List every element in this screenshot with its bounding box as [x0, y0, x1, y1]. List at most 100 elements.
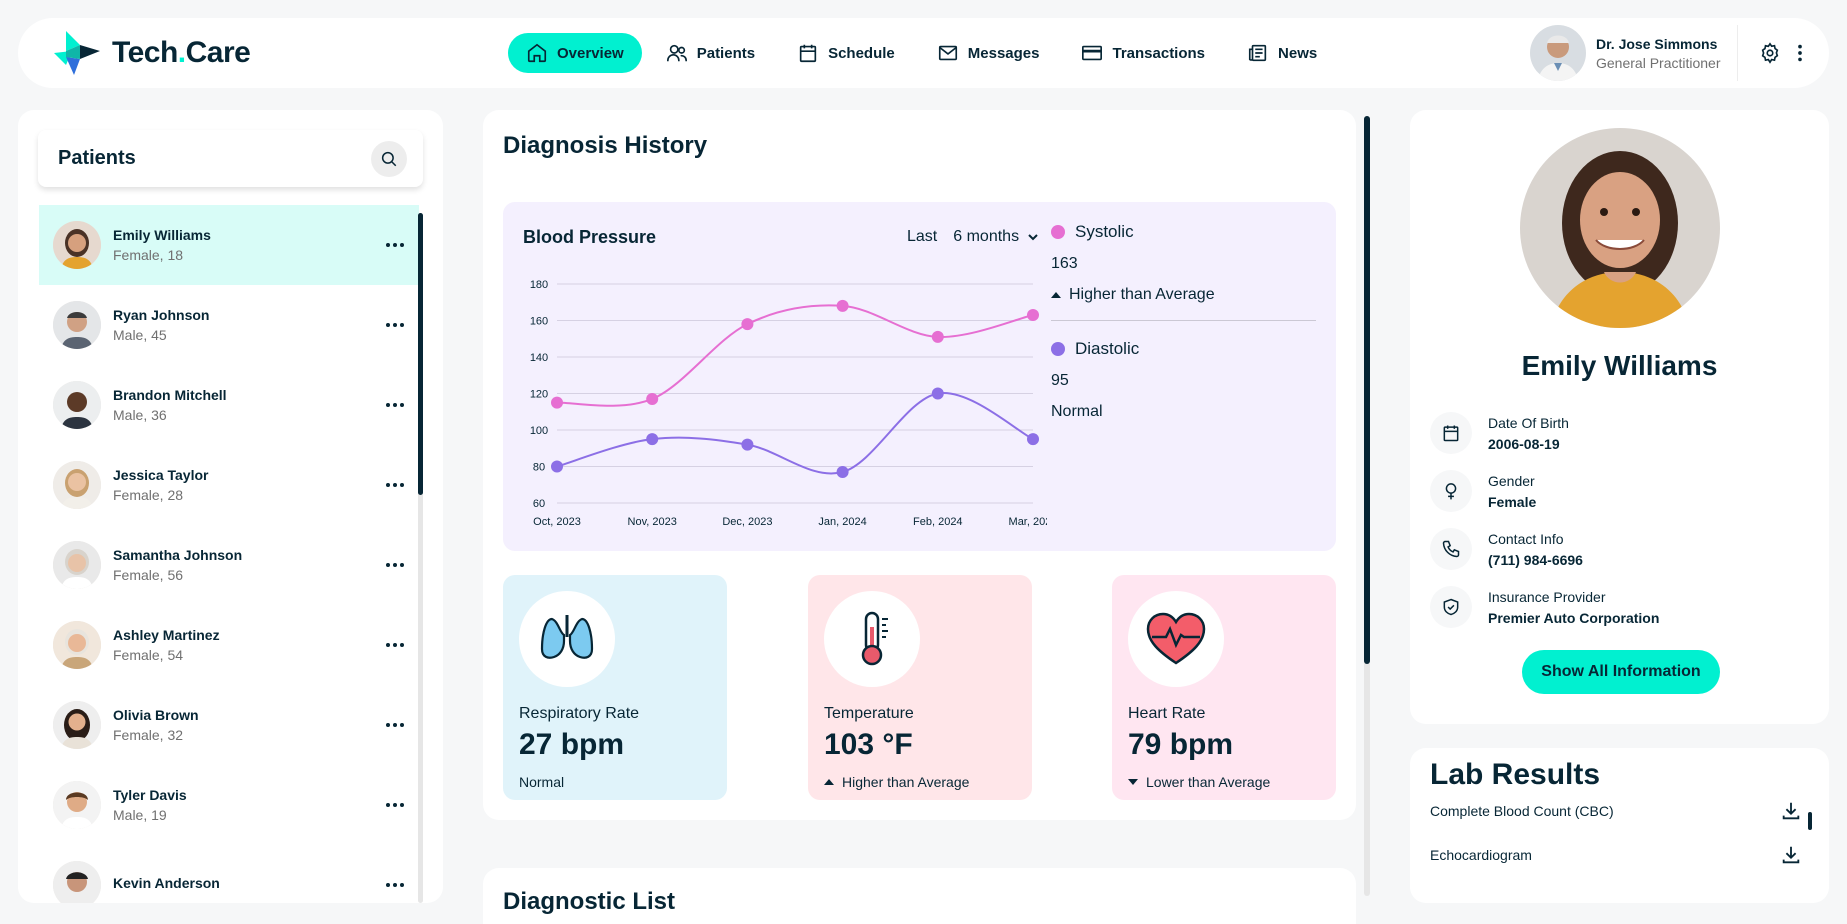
download-icon[interactable] — [1780, 844, 1802, 866]
nav-overview[interactable]: Overview — [508, 33, 642, 73]
systolic-value: 163 — [1051, 255, 1078, 272]
heart-rate-card: Heart Rate 79 bpm Lower than Average — [1112, 575, 1336, 800]
lungs-icon — [540, 615, 594, 659]
gender-row: Gender Female — [1430, 470, 1536, 512]
user-name: Dr. Jose Simmons — [1596, 35, 1718, 52]
doctor-avatar — [1530, 25, 1586, 81]
patient-name: Emily Williams — [1521, 350, 1718, 381]
search-button[interactable] — [371, 141, 407, 177]
x-tick-label: Nov, 2023 — [628, 516, 677, 528]
arrow-up-icon — [824, 779, 834, 785]
legend-divider — [1051, 320, 1316, 321]
more-horizontal-icon[interactable] — [385, 476, 405, 494]
nav-patients[interactable]: Patients — [648, 33, 773, 73]
blood-pressure-card: Blood Pressure Last 6 months 60 80 100 120 1… — [503, 202, 1336, 551]
systolic-note: Higher than Average — [1069, 286, 1215, 303]
lab-scrollbar[interactable] — [1808, 812, 1812, 830]
avatar — [53, 461, 101, 509]
list-item[interactable]: Ashley Martinez Female, 54 — [39, 605, 419, 685]
arrow-up-icon — [1051, 292, 1061, 298]
data-point-diastolic — [646, 433, 659, 446]
avatar — [53, 621, 101, 669]
section-title: Diagnostic List — [503, 888, 676, 915]
time-filter-dropdown[interactable]: Last 6 months — [907, 228, 1039, 246]
nav-messages[interactable]: Messages — [919, 33, 1058, 73]
patient-list-scrollbar[interactable] — [418, 213, 423, 903]
diastolic-label: Diastolic — [1075, 339, 1140, 358]
list-item[interactable]: Ryan Johnson Male, 45 — [39, 285, 419, 365]
calendar-icon — [1443, 425, 1459, 442]
y-tick-label: 140 — [530, 352, 548, 364]
more-horizontal-icon[interactable] — [385, 716, 405, 734]
more-horizontal-icon[interactable] — [385, 636, 405, 654]
section-title: Diagnosis History — [503, 132, 708, 159]
more-vertical-icon[interactable] — [1789, 42, 1811, 64]
data-point-diastolic — [836, 465, 849, 478]
chevron-down-icon — [1028, 234, 1038, 241]
search-icon — [381, 151, 397, 167]
more-horizontal-icon[interactable] — [385, 316, 405, 334]
avatar — [53, 861, 101, 903]
y-tick-label: 120 — [530, 389, 548, 401]
gear-icon[interactable] — [1759, 42, 1781, 64]
show-all-info-button[interactable]: Show All Information — [1522, 650, 1720, 694]
download-icon[interactable] — [1780, 800, 1802, 822]
data-point-systolic — [1027, 309, 1039, 322]
scrollbar-thumb[interactable] — [418, 213, 423, 495]
heart-icon — [1146, 612, 1206, 665]
list-item[interactable]: Olivia Brown Female, 32 — [39, 685, 419, 765]
avatar — [53, 301, 101, 349]
lab-item[interactable]: Complete Blood Count (CBC) — [1430, 800, 1802, 822]
list-item[interactable]: Emily Williams Female, 18 — [39, 205, 419, 285]
top-header: Tech.Care Overview Patients Schedule Mes… — [18, 18, 1829, 88]
avatar — [53, 541, 101, 589]
diagnosis-history-panel: Diagnosis History Blood Pressure Last 6 … — [483, 110, 1356, 820]
female-icon — [1445, 483, 1457, 500]
lab-results-panel: Lab Results Complete Blood Count (CBC) E… — [1410, 748, 1829, 903]
nav-transactions[interactable]: Transactions — [1063, 33, 1223, 73]
list-item[interactable]: Jessica Taylor Female, 28 — [39, 445, 419, 525]
nav-news[interactable]: News — [1229, 33, 1335, 73]
data-point-systolic — [646, 392, 659, 405]
x-tick-label: Dec, 2023 — [722, 516, 772, 528]
list-item[interactable]: Kevin Anderson — [39, 845, 419, 903]
nav-schedule[interactable]: Schedule — [779, 33, 913, 73]
more-horizontal-icon[interactable] — [385, 876, 405, 894]
patient-avatar — [1520, 128, 1720, 328]
data-point-diastolic — [741, 438, 754, 451]
diagnostic-list-panel: Diagnostic List — [483, 868, 1356, 924]
users-icon — [666, 44, 687, 62]
mail-icon — [938, 45, 957, 61]
data-point-diastolic — [551, 460, 563, 473]
user-info: Dr. Jose Simmons General Practitioner — [1596, 36, 1721, 71]
lab-item[interactable]: Echocardiogram — [1430, 844, 1802, 866]
temperature-card: Temperature 103 °F Higher than Average — [808, 575, 1032, 800]
diastolic-value: 95 — [1051, 372, 1069, 389]
user-profile[interactable]: Dr. Jose Simmons General Practitioner — [1530, 25, 1721, 81]
avatar — [53, 701, 101, 749]
more-horizontal-icon[interactable] — [385, 236, 405, 254]
more-horizontal-icon[interactable] — [385, 556, 405, 574]
more-horizontal-icon[interactable] — [385, 796, 405, 814]
data-point-systolic — [741, 318, 754, 331]
phone-icon — [1442, 540, 1460, 558]
x-tick-label: Feb, 2024 — [913, 516, 963, 528]
logo[interactable]: Tech.Care — [52, 29, 251, 77]
y-tick-label: 180 — [530, 279, 548, 291]
more-horizontal-icon[interactable] — [385, 396, 405, 414]
main-scrollbar[interactable] — [1364, 116, 1370, 896]
scrollbar-thumb[interactable] — [1364, 116, 1370, 664]
chart-title: Blood Pressure — [523, 227, 657, 247]
list-item[interactable]: Brandon Mitchell Male, 36 — [39, 365, 419, 445]
dob-row: Date Of Birth 2006-08-19 — [1430, 412, 1569, 454]
data-point-diastolic — [1027, 433, 1039, 446]
contact-row: Contact Info (711) 984-6696 — [1430, 528, 1583, 570]
list-item[interactable]: Samantha Johnson Female, 56 — [39, 525, 419, 605]
chart-legend: Systolic 163 Higher than Average Diastol… — [1051, 222, 1316, 421]
credit-card-icon — [1082, 45, 1103, 61]
patients-title: Patients — [58, 147, 136, 169]
list-item[interactable]: Tyler Davis Male, 19 — [39, 765, 419, 845]
x-tick-label: Mar, 2024 — [1009, 516, 1047, 528]
section-title: Lab Results — [1430, 758, 1601, 791]
y-tick-label: 60 — [533, 498, 545, 510]
